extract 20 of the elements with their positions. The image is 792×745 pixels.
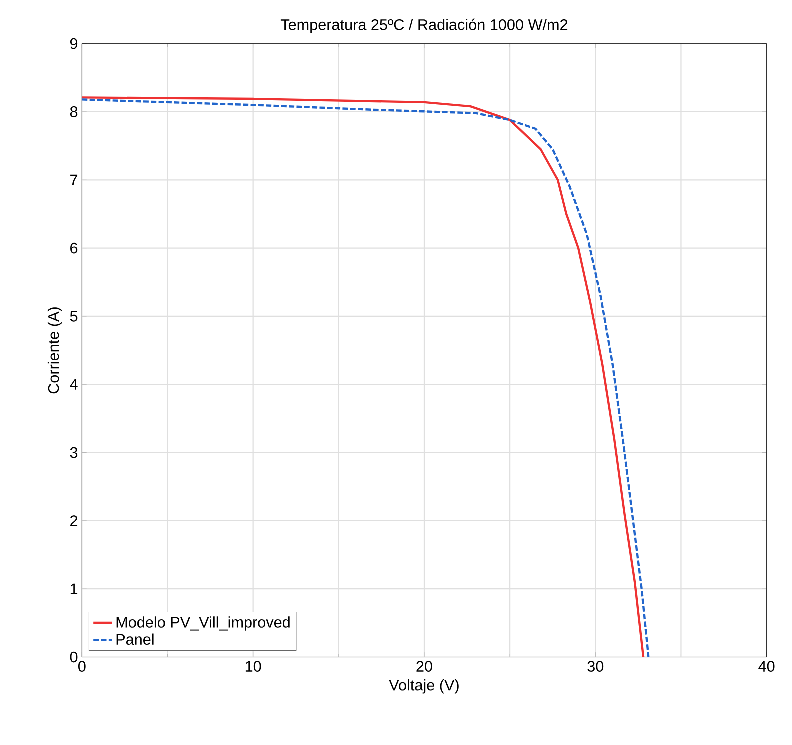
chart-title: Temperatura 25ºC / Radiación 1000 W/m2 <box>280 18 568 34</box>
x-tick-label: 40 <box>758 661 775 672</box>
x-tick-label: 10 <box>246 661 262 672</box>
y-tick-label: 3 <box>70 447 78 458</box>
y-tick-label: 4 <box>70 379 78 390</box>
y-tick-label: 7 <box>70 174 78 186</box>
y-axis-title: Corriente (A) <box>48 308 62 394</box>
y-tick-label: 0 <box>70 652 78 663</box>
y-tick-label: 6 <box>70 242 78 254</box>
x-tick-label: 20 <box>416 661 432 672</box>
x-axis-title: Voltaje (V) <box>389 680 459 694</box>
y-tick-label: 1 <box>70 584 78 594</box>
legend-label: Panel <box>116 634 154 646</box>
x-tick-label: 0 <box>78 661 86 672</box>
legend-label: Modelo PV_Vill_improved <box>116 616 290 631</box>
y-tick-label: 2 <box>70 516 78 526</box>
x-tick-label: 30 <box>588 661 604 672</box>
y-tick-label: 9 <box>70 38 78 50</box>
y-tick-label: 8 <box>70 106 78 118</box>
y-tick-label: 5 <box>70 311 78 322</box>
